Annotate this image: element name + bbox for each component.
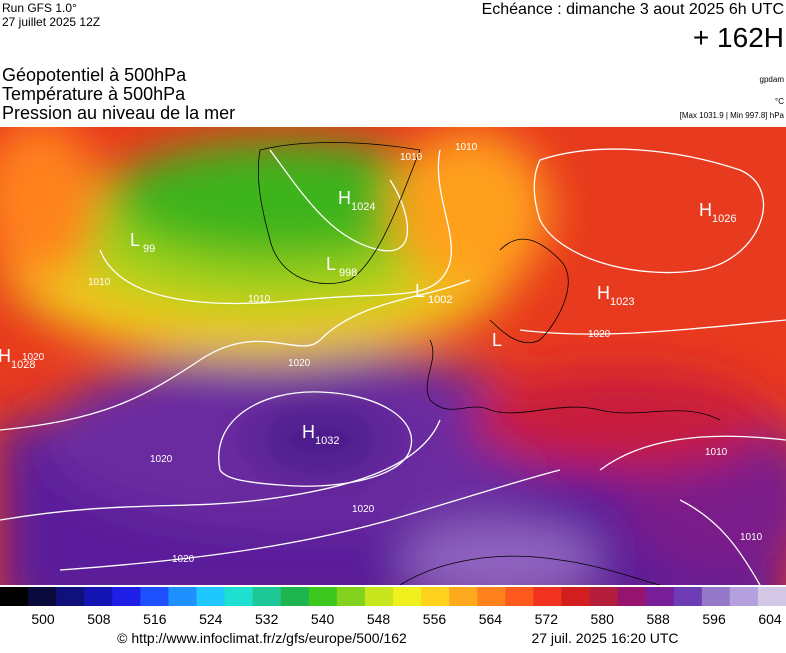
colorbar-label: 564 [479, 611, 503, 627]
forecast: Echéance : dimanche 3 aout 2025 6h UTC [482, 1, 784, 18]
timestamp: 27 juil. 2025 16:20 UTC [531, 630, 678, 646]
colorbar-swatch [729, 587, 759, 606]
colorbar-swatch [336, 587, 366, 606]
colorbar-swatch [673, 587, 703, 606]
source: © http://www.infoclimat.fr/z/gfs/europe/… [117, 630, 407, 646]
center-pressure: 1028 [11, 359, 35, 371]
center-kind: H [338, 188, 351, 208]
isobar-labels: 1010 1010 1020 1020 1020 1020 1020 1010 1010 1020… [22, 142, 763, 565]
unit: [Max 1031.9 | Min 997.8] hPa [680, 111, 785, 120]
isobar-label: 1020 [288, 358, 311, 369]
title: Température à 500hPa [2, 84, 186, 104]
colorbar-swatch [449, 587, 478, 606]
colorbar: 500 508 516 524 532 540 548 556 564 572 580 588 596 6… [0, 587, 786, 627]
isobar-label: 1010 [400, 152, 423, 163]
colorbar-swatch [56, 587, 85, 606]
isobar-label: 1020 [352, 504, 375, 515]
colorbar-swatch [477, 587, 506, 606]
isobar-label: 1010 [705, 447, 728, 458]
colorbar-swatch [252, 587, 282, 606]
colorbar-swatch [196, 587, 226, 606]
center-pressure: 1024 [351, 201, 375, 213]
isobar-label: 1020 [150, 454, 173, 465]
colorbar-label: 500 [31, 611, 55, 627]
colorbar-swatch [224, 587, 254, 606]
colorbar-swatch [28, 587, 57, 606]
colorbar-swatch [561, 587, 590, 606]
unit: °C [775, 97, 784, 106]
center-kind: H [597, 283, 610, 303]
colorbar-swatch [0, 587, 29, 606]
isobar-label: 1010 [248, 294, 271, 305]
center-pressure: 1002 [428, 294, 452, 306]
center-kind: H [0, 346, 11, 366]
lead-time: + 162H [693, 22, 784, 53]
unit: gpdam [760, 75, 785, 84]
coastlines [257, 142, 721, 585]
center-pressure: 1023 [610, 296, 634, 308]
colorbar-swatch [112, 587, 141, 606]
isobar-label: 1010 [740, 532, 763, 543]
isobar-label: 1020 [588, 329, 611, 340]
colorbar-label: 588 [646, 611, 670, 627]
center-pressure: 99 [143, 243, 155, 255]
colorbar-label: 580 [591, 611, 615, 627]
colorbar-swatch [364, 587, 394, 606]
isobar-label: 1020 [172, 554, 195, 565]
colorbar-swatch [84, 587, 113, 606]
colorbar-label: 604 [758, 611, 782, 627]
colorbar-label: 532 [255, 611, 279, 627]
center-pressure: 1032 [315, 435, 339, 447]
colorbar-swatch [421, 587, 450, 606]
map [0, 127, 786, 585]
colorbar-swatch [701, 587, 731, 606]
run: Run GFS 1.0° [2, 1, 77, 15]
center-kind: H [302, 422, 315, 442]
center-pressure: 998 [339, 267, 357, 279]
center-pressure: 1026 [712, 213, 736, 225]
center-kind: L [326, 254, 336, 274]
colorbar-label: 572 [535, 611, 559, 627]
colorbar-swatch [617, 587, 647, 606]
colorbar-label: 548 [367, 611, 391, 627]
title: Géopotentiel à 500hPa [2, 65, 187, 85]
center-kind: L [415, 281, 425, 301]
center-kind: H [699, 200, 712, 220]
title: Pression au niveau de la mer [2, 103, 235, 123]
colorbar-swatch [589, 587, 619, 606]
colorbar-swatch [505, 587, 534, 606]
colorbar-label: 596 [702, 611, 726, 627]
colorbar-label: 516 [143, 611, 167, 627]
colorbar-swatch [140, 587, 169, 606]
center-kind: L [492, 330, 502, 350]
colorbar-swatch [280, 587, 310, 606]
colorbar-swatch [533, 587, 562, 606]
colorbar-swatch [168, 587, 197, 606]
colorbar-swatch [393, 587, 422, 606]
isobar-label: 1020 [22, 352, 45, 363]
colorbar-label: 556 [423, 611, 447, 627]
colorbar-swatch [645, 587, 675, 606]
isobars [0, 148, 786, 585]
colorbar-label: 508 [87, 611, 111, 627]
colorbar-label: 540 [311, 611, 335, 627]
run-date: 27 juillet 2025 12Z [2, 15, 100, 29]
colorbar-label: 524 [199, 611, 223, 627]
colorbar-swatch [308, 587, 338, 606]
center-kind: L [130, 230, 140, 250]
isobar-label: 1010 [88, 277, 111, 288]
isobar-label: 1010 [455, 142, 478, 153]
colorbar-swatch [757, 587, 786, 606]
